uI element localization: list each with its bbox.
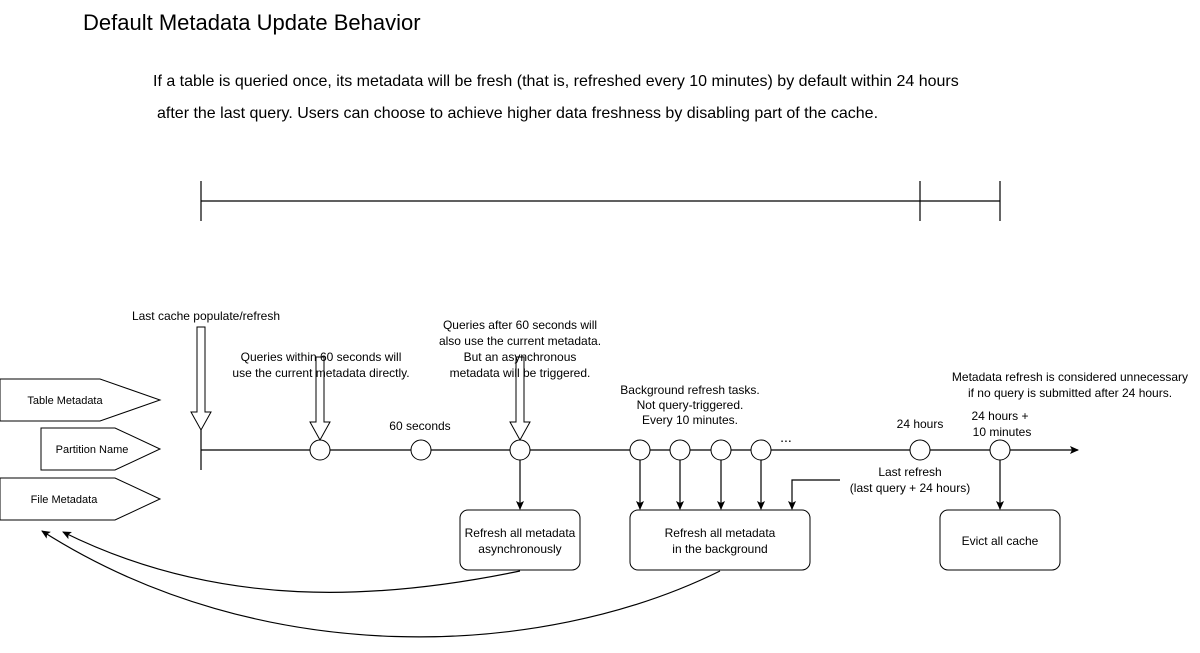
svg-text:if no query is submitted after: if no query is submitted after 24 hours. bbox=[968, 386, 1172, 400]
svg-text:Last refresh: Last refresh bbox=[878, 465, 941, 479]
svg-text:60 seconds: 60 seconds bbox=[389, 419, 450, 433]
svg-text:Every 10 minutes.: Every 10 minutes. bbox=[642, 413, 738, 427]
svg-text:Background refresh tasks.: Background refresh tasks. bbox=[620, 383, 759, 397]
svg-text:24 hours: 24 hours bbox=[897, 417, 944, 431]
annotations: Last cache populate/refresh Queries with… bbox=[132, 309, 1188, 495]
svg-text:metadata will be triggered.: metadata will be triggered. bbox=[450, 366, 591, 380]
svg-text:File Metadata: File Metadata bbox=[31, 494, 99, 506]
svg-text:But an asynchronous: But an asynchronous bbox=[464, 350, 577, 364]
down-arrows bbox=[516, 460, 1004, 510]
svg-text:also use the current metadata.: also use the current metadata. bbox=[439, 334, 601, 348]
page-title: Default Metadata Update Behavior bbox=[83, 10, 421, 35]
cache-part-file-metadata: File Metadata bbox=[0, 477, 162, 521]
description-line-1: If a table is queried once, its metadata… bbox=[153, 73, 959, 90]
timeline-points bbox=[309, 439, 1011, 461]
svg-text:Last cache populate/refresh: Last cache populate/refresh bbox=[132, 309, 280, 323]
svg-text:Partition Name: Partition Name bbox=[56, 444, 129, 456]
box-refresh-background: Refresh all metadata in the background bbox=[629, 509, 811, 571]
description-line-2: after the last query. Users can choose t… bbox=[157, 105, 878, 122]
range-bracket bbox=[200, 181, 1001, 221]
box-refresh-async: Refresh all metadata asynchronously bbox=[459, 509, 581, 571]
svg-text:...: ... bbox=[780, 429, 792, 445]
svg-text:Refresh all metadata: Refresh all metadata bbox=[665, 526, 776, 540]
svg-text:Not query-triggered.: Not query-triggered. bbox=[637, 398, 744, 412]
hollow-arrows bbox=[190, 326, 531, 442]
svg-text:Queries after 60 seconds will: Queries after 60 seconds will bbox=[443, 318, 597, 332]
svg-text:(last query + 24 hours): (last query + 24 hours) bbox=[850, 481, 970, 495]
svg-text:Table Metadata: Table Metadata bbox=[27, 395, 103, 407]
svg-text:Metadata refresh is considered: Metadata refresh is considered unnecessa… bbox=[952, 370, 1188, 384]
svg-text:in the background: in the background bbox=[672, 542, 767, 556]
feedback-arrows bbox=[41, 530, 721, 638]
svg-text:Evict all cache: Evict all cache bbox=[962, 534, 1039, 548]
svg-text:10 minutes: 10 minutes bbox=[973, 425, 1032, 439]
cache-part-partition-name: Partition Name bbox=[40, 427, 162, 471]
svg-text:24 hours +: 24 hours + bbox=[971, 409, 1028, 423]
svg-text:Refresh all metadata: Refresh all metadata bbox=[465, 526, 576, 540]
svg-text:Queries within 60 seconds will: Queries within 60 seconds will bbox=[241, 350, 402, 364]
cache-part-table-metadata: Table Metadata bbox=[0, 378, 162, 422]
svg-text:use the current metadata direc: use the current metadata directly. bbox=[232, 366, 409, 380]
svg-text:asynchronously: asynchronously bbox=[478, 542, 561, 556]
box-evict-cache: Evict all cache bbox=[939, 509, 1061, 571]
